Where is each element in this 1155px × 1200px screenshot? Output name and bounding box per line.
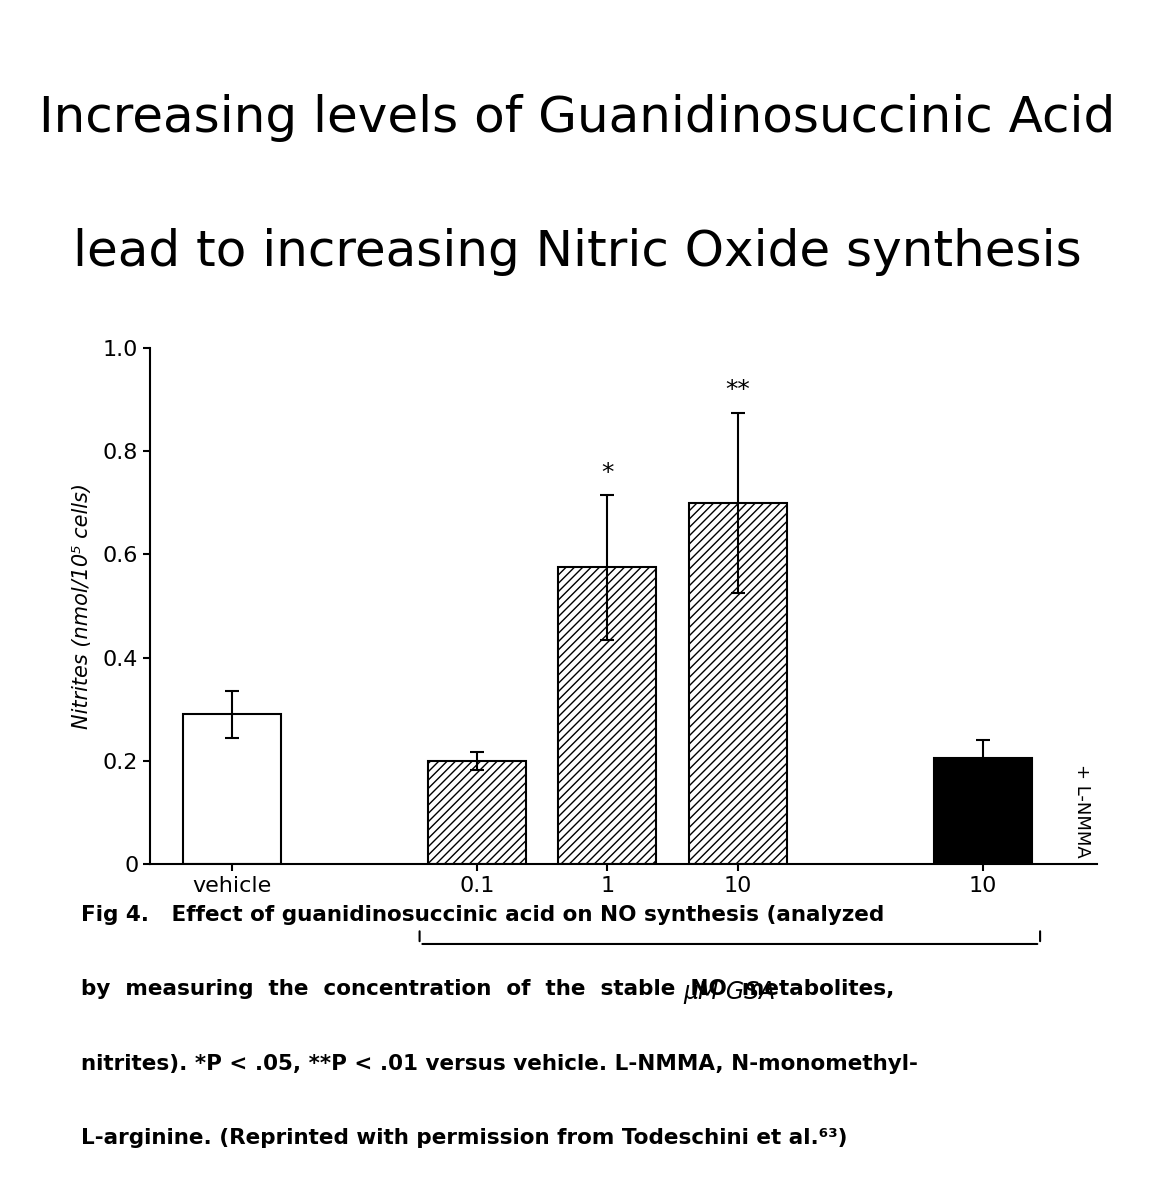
- Bar: [690, 503, 787, 864]
- Text: nitrites). *P < .05, **P < .01 versus vehicle. L-NMMA, N-monomethyl-: nitrites). *P < .05, **P < .01 versus ve…: [81, 1054, 918, 1074]
- Text: L-arginine. (Reprinted with permission from Todeschini et al.⁶³): L-arginine. (Reprinted with permission f…: [81, 1128, 848, 1148]
- Text: Increasing levels of Guanidinosuccinic Acid: Increasing levels of Guanidinosuccinic A…: [39, 94, 1116, 142]
- Text: by  measuring  the  concentration  of  the  stable  NO  metabolites,: by measuring the concentration of the st…: [81, 979, 894, 1000]
- Text: **: **: [725, 378, 751, 402]
- Bar: [934, 758, 1031, 864]
- Y-axis label: Nitrites (nmol/10⁵ cells): Nitrites (nmol/10⁵ cells): [72, 482, 92, 728]
- Text: μM GSA: μM GSA: [684, 980, 776, 1004]
- Text: lead to increasing Nitric Oxide synthesis: lead to increasing Nitric Oxide synthesi…: [73, 228, 1082, 276]
- Bar: [558, 568, 656, 864]
- Bar: [427, 761, 526, 864]
- Text: Fig 4.   Effect of guanidinosuccinic acid on NO synthesis (analyzed: Fig 4. Effect of guanidinosuccinic acid …: [81, 905, 884, 925]
- Text: + L-NMMA: + L-NMMA: [1073, 764, 1090, 858]
- Text: *: *: [602, 461, 613, 485]
- Bar: [182, 714, 281, 864]
